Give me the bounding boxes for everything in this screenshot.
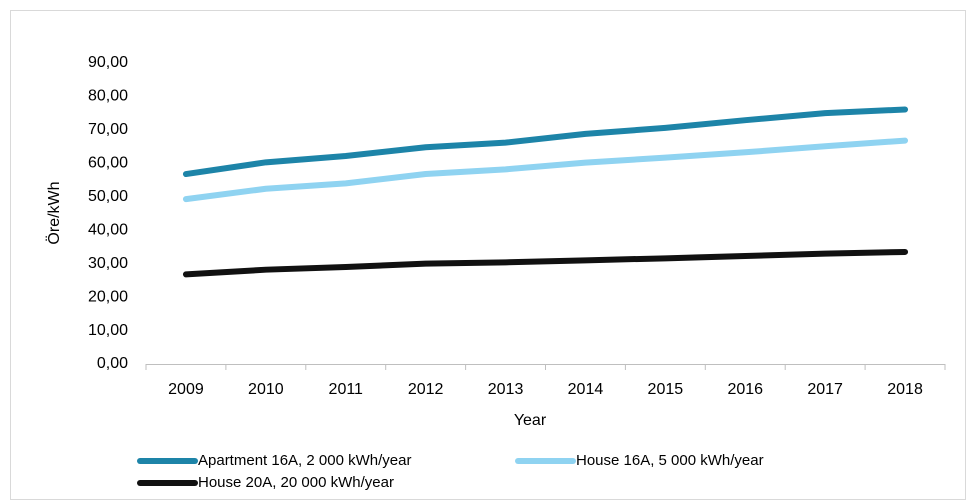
y-tick-label: 60,00 <box>88 155 128 172</box>
y-tick-label: 40,00 <box>88 221 128 238</box>
x-tick-label: 2011 <box>329 381 364 398</box>
x-tick-label: 2014 <box>568 381 604 398</box>
x-tick-label: 2012 <box>408 381 444 398</box>
series-line <box>182 137 909 203</box>
x-tick-label: 2017 <box>807 381 843 398</box>
x-tick-label: 2016 <box>727 381 763 398</box>
x-axis-label: Year <box>514 412 547 429</box>
legend-label: Apartment 16A, 2 000 kWh/year <box>198 452 411 469</box>
x-tick-label: 2009 <box>168 381 204 398</box>
legend-label: House 20A, 20 000 kWh/year <box>198 474 394 491</box>
y-tick-label: 0,00 <box>97 355 128 372</box>
y-tick-label: 10,00 <box>88 322 128 339</box>
x-tick-label: 2013 <box>488 381 524 398</box>
series-line <box>182 106 909 178</box>
x-tick-label: 2010 <box>248 381 284 398</box>
legend-label: House 16A, 5 000 kWh/year <box>576 452 764 469</box>
series-line <box>182 248 909 278</box>
y-tick-label: 30,00 <box>88 255 128 272</box>
x-tick-label: 2015 <box>648 381 684 398</box>
y-tick-label: 70,00 <box>88 121 128 138</box>
y-tick-label: 90,00 <box>88 54 128 71</box>
y-tick-label: 50,00 <box>88 188 128 205</box>
x-tick-label: 2018 <box>887 381 923 398</box>
y-tick-label: 80,00 <box>88 88 128 105</box>
y-tick-label: 20,00 <box>88 288 128 305</box>
y-axis-label: Öre/kWh <box>45 181 63 244</box>
